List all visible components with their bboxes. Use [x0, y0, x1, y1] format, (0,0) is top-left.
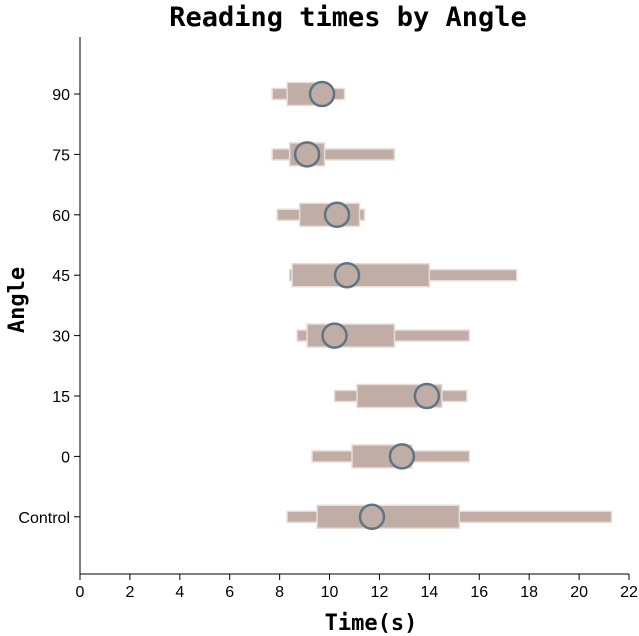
center-marker-75	[293, 141, 321, 168]
box-group-30	[296, 322, 471, 349]
center-marker-60	[323, 201, 351, 229]
x-axis-title: Time(s)	[325, 611, 418, 636]
y-tick-label-30: 30	[52, 329, 70, 346]
box-group-control	[286, 503, 613, 531]
x-tick-label-14: 14	[420, 584, 438, 601]
y-axis-title: Angle	[5, 267, 30, 333]
x-tick-label-12: 12	[371, 584, 389, 601]
box-control	[316, 504, 461, 530]
x-tick-label-16: 16	[470, 584, 488, 601]
x-axis: 0 2 4 6 8 10 12 14 16 18 20 22	[76, 573, 638, 601]
x-tick-label-20: 20	[570, 584, 588, 601]
center-marker-45	[333, 261, 361, 289]
x-tick-label-4: 4	[175, 584, 184, 601]
x-tick-label-6: 6	[225, 584, 234, 601]
chart-title: Reading times by Angle	[169, 2, 527, 33]
box-group-90	[271, 80, 346, 108]
center-marker-0	[388, 443, 416, 470]
y-tick-label-60: 60	[52, 208, 70, 225]
box-45	[291, 262, 431, 288]
box-30	[306, 323, 396, 348]
y-tick-label-15: 15	[52, 389, 70, 406]
center-marker-15	[413, 382, 441, 410]
center-marker-30	[321, 322, 348, 349]
x-tick-label-2: 2	[125, 584, 134, 601]
box-group-75	[271, 141, 396, 168]
y-axis: 90 75 60 45 30 15 0 Control	[18, 37, 81, 574]
box-group-60	[276, 201, 366, 229]
y-tick-label-45: 45	[52, 268, 70, 285]
y-tick-label-control: Control	[18, 510, 70, 527]
x-tick-label-18: 18	[520, 584, 538, 601]
box-group-15	[333, 382, 468, 410]
y-tick-label-90: 90	[52, 87, 70, 104]
x-tick-label-0: 0	[76, 584, 85, 601]
box-group-45	[288, 261, 518, 289]
center-marker-control	[358, 503, 386, 531]
center-marker-90	[308, 80, 336, 108]
plot-area	[271, 80, 613, 531]
x-tick-label-10: 10	[321, 584, 339, 601]
y-tick-label-75: 75	[52, 147, 70, 164]
x-tick-label-8: 8	[275, 584, 284, 601]
y-tick-label-0: 0	[61, 449, 70, 466]
box-group-0	[311, 443, 471, 470]
whisker-bar-75	[271, 148, 396, 161]
x-tick-label-22: 22	[620, 584, 638, 601]
